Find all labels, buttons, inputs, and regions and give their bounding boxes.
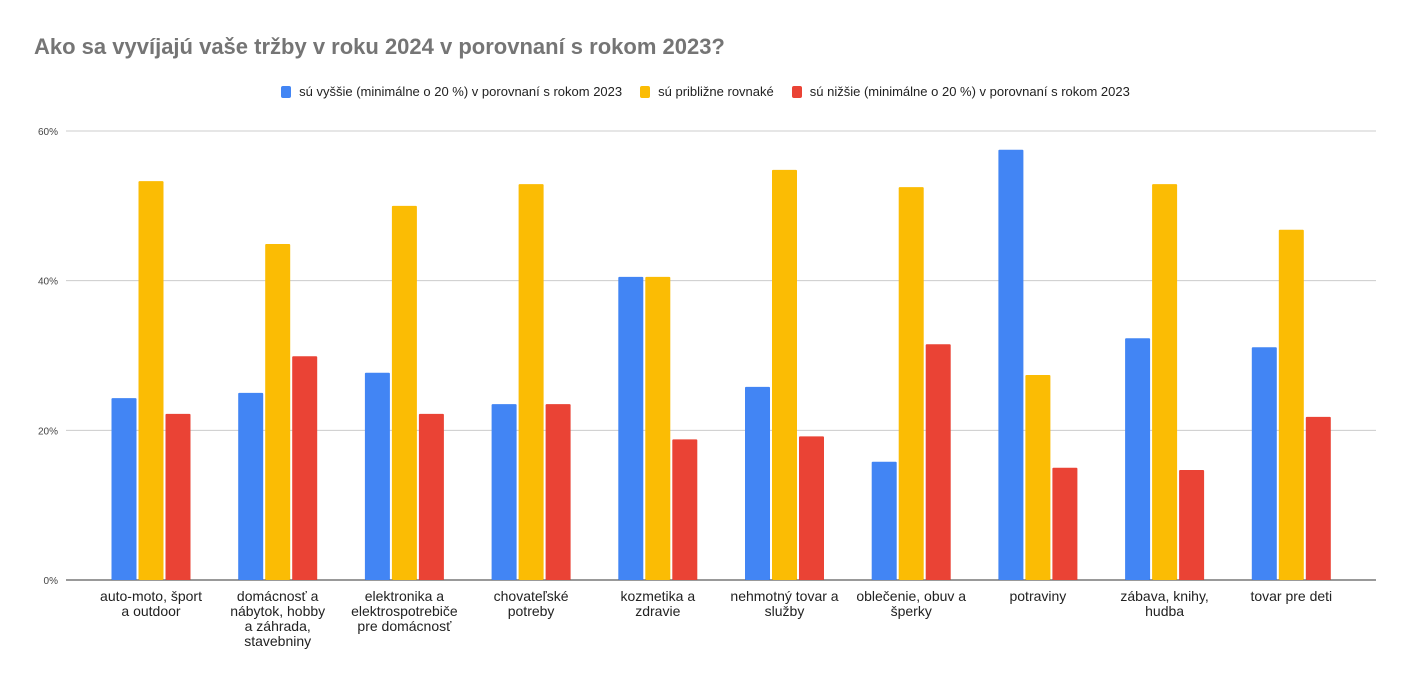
bar xyxy=(238,392,264,580)
bar xyxy=(1278,229,1304,580)
x-tick-label: auto-moto, šport xyxy=(100,588,202,604)
bar xyxy=(1152,184,1178,581)
legend: sú vyššie (minimálne o 20 %) v porovnaní… xyxy=(0,84,1411,99)
bar xyxy=(1179,469,1205,580)
bar xyxy=(745,386,770,580)
legend-item[interactable]: sú nižšie (minimálne o 20 %) v porovnaní… xyxy=(791,84,1130,99)
x-tick-label: hudba xyxy=(1145,603,1184,619)
x-tick-label: elektrospotrebiče xyxy=(351,603,458,619)
bar xyxy=(265,243,291,580)
x-tick-label: oblečenie, obuv a xyxy=(856,588,966,604)
y-tick-label: 0% xyxy=(44,576,59,587)
bar xyxy=(138,181,164,580)
bar xyxy=(391,205,417,581)
bar xyxy=(618,276,644,580)
bar xyxy=(1025,374,1051,580)
bar xyxy=(998,149,1024,581)
legend-item[interactable]: sú približne rovnaké xyxy=(640,84,774,99)
x-tick-label: a záhrada, xyxy=(245,618,311,634)
bar xyxy=(871,461,897,580)
x-tick-label: nábytok, hobby xyxy=(230,603,325,619)
x-tick-label: tovar pre deti xyxy=(1250,588,1332,604)
legend-swatch xyxy=(791,85,802,98)
x-tick-label: chovateľské xyxy=(494,588,569,604)
legend-label: sú nižšie (minimálne o 20 %) v porovnaní… xyxy=(809,84,1130,99)
bar xyxy=(491,404,517,580)
legend-swatch xyxy=(281,85,292,98)
legend-item[interactable]: sú vyššie (minimálne o 20 %) v porovnaní… xyxy=(281,84,622,99)
bar xyxy=(799,436,824,580)
bar xyxy=(518,184,544,581)
x-tick-label: domácnosť a xyxy=(237,588,319,604)
bar xyxy=(898,187,924,580)
x-tick-label: zábava, knihy, xyxy=(1120,588,1208,604)
x-tick-label: stavebniny xyxy=(244,633,311,649)
x-tick-label: služby xyxy=(765,603,805,619)
x-tick-label: kozmetika a xyxy=(620,588,695,604)
x-tick-label: zdravie xyxy=(635,603,680,619)
x-tick-label: a outdoor xyxy=(121,603,180,619)
bar xyxy=(111,398,137,580)
chart-title: Ako sa vyvíjajú vaše tržby v roku 2024 v… xyxy=(34,34,725,59)
bar xyxy=(645,276,671,580)
bar xyxy=(1305,416,1331,580)
bar xyxy=(1125,338,1151,580)
bar xyxy=(545,404,571,580)
x-tick-label: potraviny xyxy=(1009,588,1066,604)
bar xyxy=(418,413,444,580)
legend-label: sú vyššie (minimálne o 20 %) v porovnaní… xyxy=(299,84,623,99)
bar xyxy=(1251,347,1277,580)
y-tick-label: 60% xyxy=(38,127,58,138)
x-tick-label: pre domácnosť xyxy=(357,618,452,634)
bar xyxy=(772,169,797,580)
x-tick-label: šperky xyxy=(891,603,932,619)
x-tick-label: potreby xyxy=(508,603,555,619)
bar xyxy=(672,439,698,580)
legend-label: sú približne rovnaké xyxy=(658,84,774,99)
bar xyxy=(364,372,390,580)
bar xyxy=(1052,467,1078,580)
bar xyxy=(925,344,951,580)
legend-swatch xyxy=(640,85,651,98)
x-tick-label: nehmotný tovar a xyxy=(730,588,838,604)
bar xyxy=(165,413,191,580)
y-tick-label: 40% xyxy=(38,277,58,288)
y-tick-label: 20% xyxy=(38,426,58,437)
bar xyxy=(292,356,318,580)
x-tick-label: elektronika a xyxy=(365,588,445,604)
